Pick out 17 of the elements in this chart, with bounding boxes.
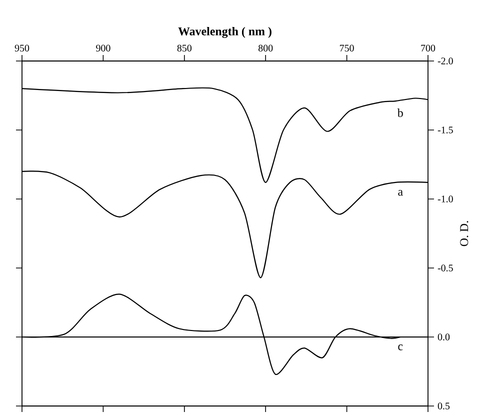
y-tick-label: 0.5 bbox=[438, 402, 450, 410]
legend-label: a bbox=[398, 190, 403, 196]
x-tick-label: 700 bbox=[421, 44, 436, 52]
y-axis-title: O. D. bbox=[460, 221, 468, 246]
y-tick-label: 0.0 bbox=[438, 334, 450, 340]
y-tick-label: -2.0 bbox=[438, 58, 453, 64]
x-tick-label: 750 bbox=[340, 44, 354, 52]
y-tick-label: -0.5 bbox=[438, 264, 453, 272]
series-label: c bbox=[398, 344, 403, 350]
x-axis-title: Wavelength ( nm ) bbox=[178, 26, 272, 38]
y-tick-label: -1.5 bbox=[438, 126, 453, 134]
x-tick-label: 950 bbox=[14, 44, 30, 52]
x-tick-label: 850 bbox=[177, 44, 192, 52]
x-tick-label: 800 bbox=[258, 44, 273, 52]
x-tick-label: 900 bbox=[96, 44, 110, 52]
series-label: b bbox=[397, 108, 403, 117]
y-tick-label: -1.0 bbox=[438, 196, 453, 202]
